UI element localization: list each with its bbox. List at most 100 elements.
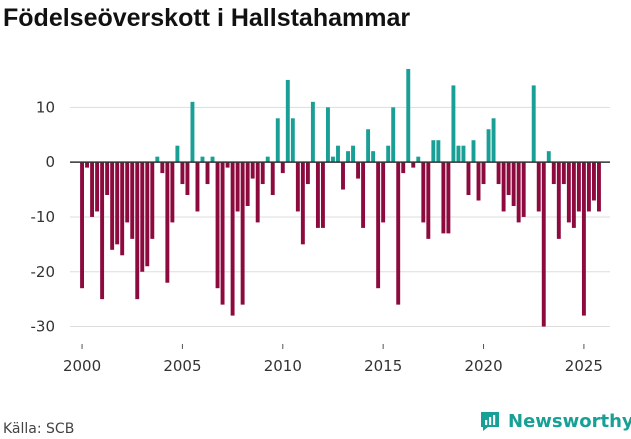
bar xyxy=(280,162,285,174)
bar xyxy=(506,162,511,196)
bar xyxy=(90,162,95,217)
bar xyxy=(361,162,366,228)
bar xyxy=(200,156,205,163)
bar xyxy=(576,162,581,212)
bar xyxy=(561,162,566,185)
bar xyxy=(481,162,486,185)
bar xyxy=(371,151,376,163)
bar xyxy=(466,162,471,196)
x-tick-label: 2015 xyxy=(364,357,402,375)
bar xyxy=(451,85,456,163)
bar xyxy=(491,118,496,163)
bar xyxy=(521,162,526,217)
bar xyxy=(260,162,265,185)
bar xyxy=(421,162,426,223)
bar xyxy=(456,145,461,163)
bar xyxy=(381,162,386,223)
bar xyxy=(300,162,305,245)
bar xyxy=(411,162,416,168)
bar xyxy=(195,162,200,212)
bar xyxy=(240,162,245,305)
bar xyxy=(320,162,325,228)
y-tick-label: 0 xyxy=(45,153,55,171)
bar xyxy=(566,162,571,223)
bar xyxy=(326,107,330,163)
bar xyxy=(315,162,320,228)
bar xyxy=(351,145,355,163)
bar xyxy=(220,162,225,305)
bar xyxy=(546,151,551,163)
bar xyxy=(406,68,411,163)
bar xyxy=(205,162,210,185)
bar xyxy=(471,140,476,163)
bar xyxy=(426,162,431,239)
bar xyxy=(160,162,165,174)
bar xyxy=(235,162,240,212)
bar xyxy=(130,162,135,239)
bar xyxy=(531,85,536,163)
y-tick-label: -20 xyxy=(31,263,56,281)
x-tick-label: 2020 xyxy=(464,357,502,375)
brand: Newsworthy xyxy=(478,409,631,433)
bar xyxy=(486,129,491,163)
chart-title: Födelseöverskott i Hallstahammar xyxy=(3,4,411,32)
bar xyxy=(110,162,115,250)
bar xyxy=(346,151,350,163)
bar xyxy=(115,162,120,245)
bar xyxy=(140,162,145,272)
bar xyxy=(265,156,270,163)
bar xyxy=(295,162,300,212)
bar xyxy=(305,162,310,185)
bar xyxy=(310,101,315,163)
bar xyxy=(401,162,406,174)
bar xyxy=(597,162,601,212)
bar xyxy=(331,156,335,163)
bar xyxy=(80,162,84,289)
bar xyxy=(230,162,235,316)
bar xyxy=(225,162,230,168)
bar xyxy=(135,162,140,300)
bar xyxy=(125,162,130,223)
bar xyxy=(586,162,591,212)
bar xyxy=(396,162,401,305)
bar xyxy=(536,162,541,212)
bar xyxy=(165,162,170,283)
y-tick-label: 10 xyxy=(36,98,55,116)
bar xyxy=(336,145,340,163)
bar xyxy=(391,107,396,163)
bar xyxy=(436,140,441,163)
bar xyxy=(356,162,361,179)
bar xyxy=(461,145,466,163)
y-tick-label: -30 xyxy=(31,318,56,336)
bar xyxy=(120,162,125,256)
gridlines xyxy=(70,106,610,328)
bar xyxy=(210,156,215,163)
bar xyxy=(285,79,290,163)
bar xyxy=(446,162,451,234)
bar xyxy=(255,162,260,223)
bar xyxy=(145,162,150,267)
bar xyxy=(250,162,255,179)
y-axis-ticks: 10 0 -10 -20 -30 xyxy=(31,98,56,335)
bar xyxy=(341,162,345,190)
bar xyxy=(571,162,576,228)
bar xyxy=(551,162,556,185)
bar xyxy=(170,162,175,223)
bar xyxy=(431,140,436,163)
bar xyxy=(556,162,561,239)
bar xyxy=(501,162,506,212)
bar xyxy=(416,156,421,163)
bar xyxy=(376,162,381,289)
bar xyxy=(245,162,250,206)
x-axis-ticks: 2000 2005 2010 2015 2020 2025 xyxy=(63,344,603,375)
bar xyxy=(175,145,180,163)
x-tick-label: 2005 xyxy=(163,357,201,375)
bar xyxy=(541,162,546,327)
bar xyxy=(366,129,371,163)
bar xyxy=(270,162,275,196)
y-tick-label: -10 xyxy=(31,208,56,226)
bar xyxy=(100,162,105,300)
bar xyxy=(496,162,501,185)
bar xyxy=(581,162,586,316)
